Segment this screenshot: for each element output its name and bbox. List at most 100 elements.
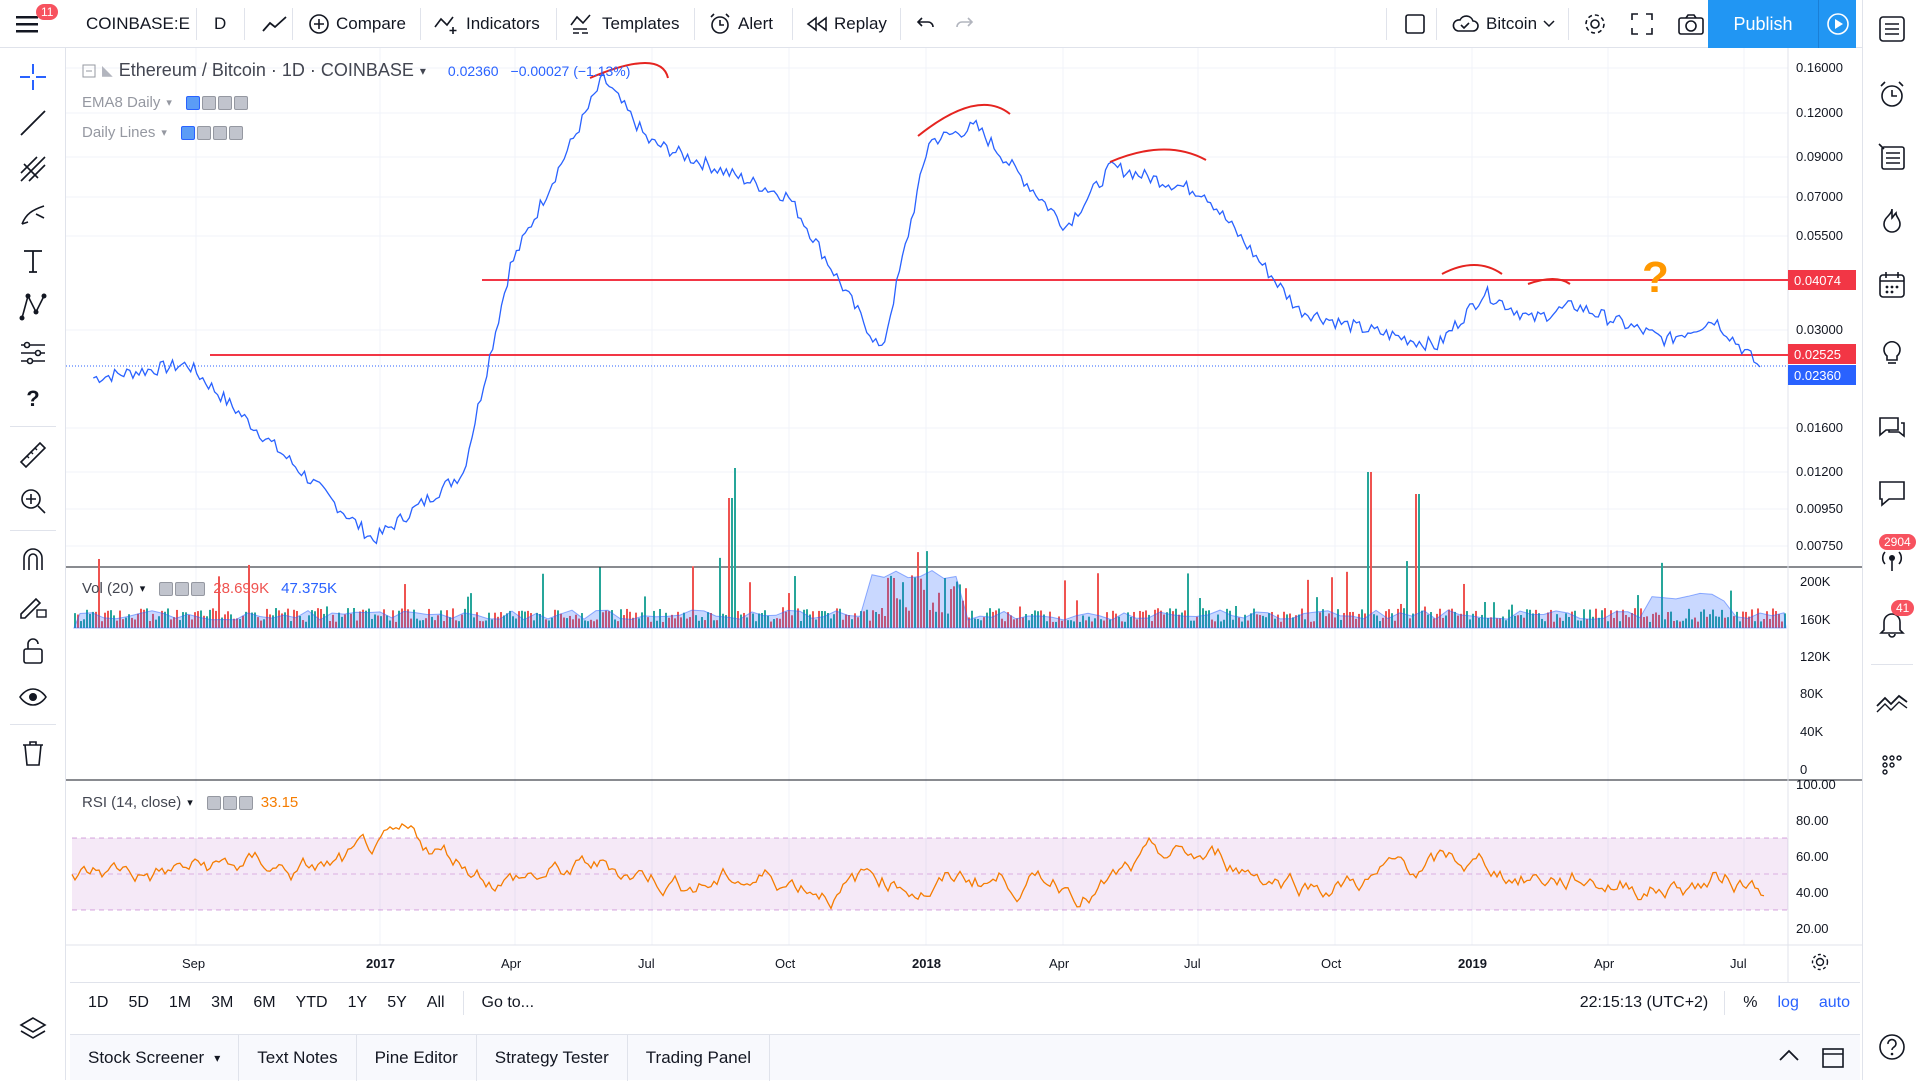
tab-strategy-tester[interactable]: Strategy Tester — [477, 1034, 628, 1081]
volume-legend[interactable]: Vol (20) ▾ 28.699K 47.375K — [82, 580, 338, 597]
chats-button[interactable] — [1875, 412, 1909, 446]
volume-bar — [1739, 621, 1741, 628]
chevron-up-icon[interactable] — [1778, 1048, 1800, 1062]
tab-stock-screener[interactable]: Stock Screener ▾ — [70, 1034, 240, 1081]
text-tool[interactable] — [16, 244, 50, 278]
ema-legend[interactable]: EMA8 Daily ▾ — [82, 94, 250, 111]
clock-display[interactable]: 22:15:13 (UTC+2) — [1579, 993, 1709, 1011]
hide-drawings-tool[interactable] — [16, 680, 50, 714]
question-annotation[interactable]: ? — [1642, 253, 1669, 302]
publish-options-button[interactable] — [1818, 0, 1856, 48]
chart-style-button[interactable] — [252, 0, 298, 48]
legend-chevron-icon[interactable]: ▾ — [419, 63, 426, 78]
settings-small-icon[interactable] — [175, 582, 190, 597]
object-tree-tool[interactable] — [16, 1012, 50, 1046]
eye-toggle-icon[interactable] — [159, 582, 174, 597]
trend-line-tool[interactable] — [16, 106, 50, 140]
collapse-icon[interactable] — [82, 64, 96, 78]
eye-toggle-icon[interactable] — [180, 126, 195, 141]
range-button-1y[interactable]: 1Y — [347, 993, 368, 1011]
daily-lines-legend[interactable]: Daily Lines ▾ — [82, 124, 245, 141]
top-arc-3[interactable] — [1109, 148, 1207, 163]
source-small-icon[interactable] — [217, 96, 232, 111]
prediction-tool[interactable] — [16, 336, 50, 370]
volume-bar — [1199, 598, 1201, 628]
volume-bar — [272, 615, 274, 628]
source-small-icon[interactable] — [212, 126, 227, 141]
trading-button[interactable] — [1875, 684, 1909, 718]
percent-scale-button[interactable]: % — [1743, 993, 1758, 1011]
dom-button[interactable] — [1875, 748, 1909, 782]
range-button-all[interactable]: All — [426, 993, 445, 1011]
volume-bar — [80, 621, 82, 628]
undo-button[interactable] — [906, 0, 946, 48]
volume-bar — [1694, 617, 1696, 628]
tab-trading-panel[interactable]: Trading Panel — [628, 1034, 770, 1081]
close-small-icon[interactable] — [233, 96, 248, 111]
lock-tool[interactable] — [16, 634, 50, 668]
brush-tool[interactable] — [16, 198, 50, 232]
top-arc-2[interactable] — [917, 103, 1011, 137]
remove-drawings-tool[interactable] — [16, 736, 50, 770]
tab-pine-editor[interactable]: Pine Editor — [357, 1034, 477, 1081]
templates-button[interactable]: Templates — [560, 0, 689, 48]
auto-scale-button[interactable]: auto — [1818, 993, 1850, 1011]
settings-small-icon[interactable] — [196, 126, 211, 141]
magnet-tool[interactable] — [16, 542, 50, 576]
top-arc-1[interactable] — [589, 62, 669, 79]
maximize-panel-icon[interactable] — [1822, 1047, 1844, 1068]
watchlist-button[interactable] — [1875, 12, 1909, 46]
alert-button[interactable]: Alert — [698, 0, 783, 48]
close-small-icon[interactable] — [191, 582, 206, 597]
main-menu-button[interactable] — [6, 0, 50, 48]
cloud-layout-button[interactable]: Bitcoin — [1440, 0, 1565, 48]
range-button-5y[interactable]: 5Y — [387, 993, 407, 1011]
symbol-search[interactable]: COINBASE:E — [76, 0, 200, 48]
messages-button[interactable] — [1875, 476, 1909, 510]
chart-canvas[interactable]: ? — [66, 48, 1862, 982]
pitchfork-tool[interactable] — [16, 152, 50, 186]
calendar-button[interactable] — [1875, 268, 1909, 302]
axis-settings-button[interactable] — [1810, 952, 1830, 977]
fullscreen-button[interactable] — [1620, 0, 1664, 48]
close-small-icon[interactable] — [228, 126, 243, 141]
settings-button[interactable] — [1572, 0, 1618, 48]
measure-tool[interactable] — [16, 438, 50, 472]
settings-small-icon[interactable] — [201, 96, 216, 111]
top-arc-5[interactable] — [1527, 278, 1571, 285]
top-arc-4[interactable] — [1441, 264, 1503, 275]
zoom-tool[interactable] — [16, 484, 50, 518]
publish-button[interactable]: Publish — [1708, 0, 1818, 48]
eye-toggle-icon[interactable] — [185, 96, 200, 111]
interval-button[interactable]: D — [204, 0, 236, 48]
compare-button[interactable]: Compare — [298, 0, 416, 48]
snapshot-button[interactable] — [1668, 0, 1714, 48]
range-button-5d[interactable]: 5D — [128, 993, 149, 1011]
stay-in-drawing-tool[interactable] — [16, 588, 50, 622]
log-scale-button[interactable]: log — [1777, 993, 1799, 1011]
range-button-6m[interactable]: 6M — [253, 993, 276, 1011]
help-center-button[interactable] — [1875, 1030, 1909, 1064]
range-button-ytd[interactable]: YTD — [295, 993, 328, 1011]
rsi-legend[interactable]: RSI (14, close) ▾ 33.15 — [82, 794, 299, 811]
streams-button[interactable] — [1875, 542, 1909, 576]
settings-small-icon[interactable] — [222, 796, 237, 811]
range-button-1d[interactable]: 1D — [88, 993, 109, 1011]
indicators-button[interactable]: Indicators — [424, 0, 550, 48]
eye-toggle-icon[interactable] — [206, 796, 221, 811]
hotlist-button[interactable] — [1875, 204, 1909, 238]
layout-button[interactable] — [1394, 0, 1436, 48]
replay-button[interactable]: Replay — [796, 0, 897, 48]
redo-button[interactable] — [944, 0, 984, 48]
tab-text-notes[interactable]: Text Notes — [239, 1034, 357, 1081]
data-window-button[interactable] — [1875, 140, 1909, 174]
range-button-1m[interactable]: 1M — [168, 993, 192, 1011]
goto-button[interactable]: Go to... — [481, 993, 535, 1011]
range-button-3m[interactable]: 3M — [211, 993, 234, 1011]
alerts-panel-button[interactable] — [1875, 78, 1909, 112]
crosshair-tool[interactable] — [16, 60, 50, 94]
ideas-button[interactable] — [1875, 334, 1909, 368]
close-small-icon[interactable] — [238, 796, 253, 811]
pattern-tool[interactable] — [16, 290, 50, 324]
help-tool[interactable]: ? — [16, 382, 50, 416]
